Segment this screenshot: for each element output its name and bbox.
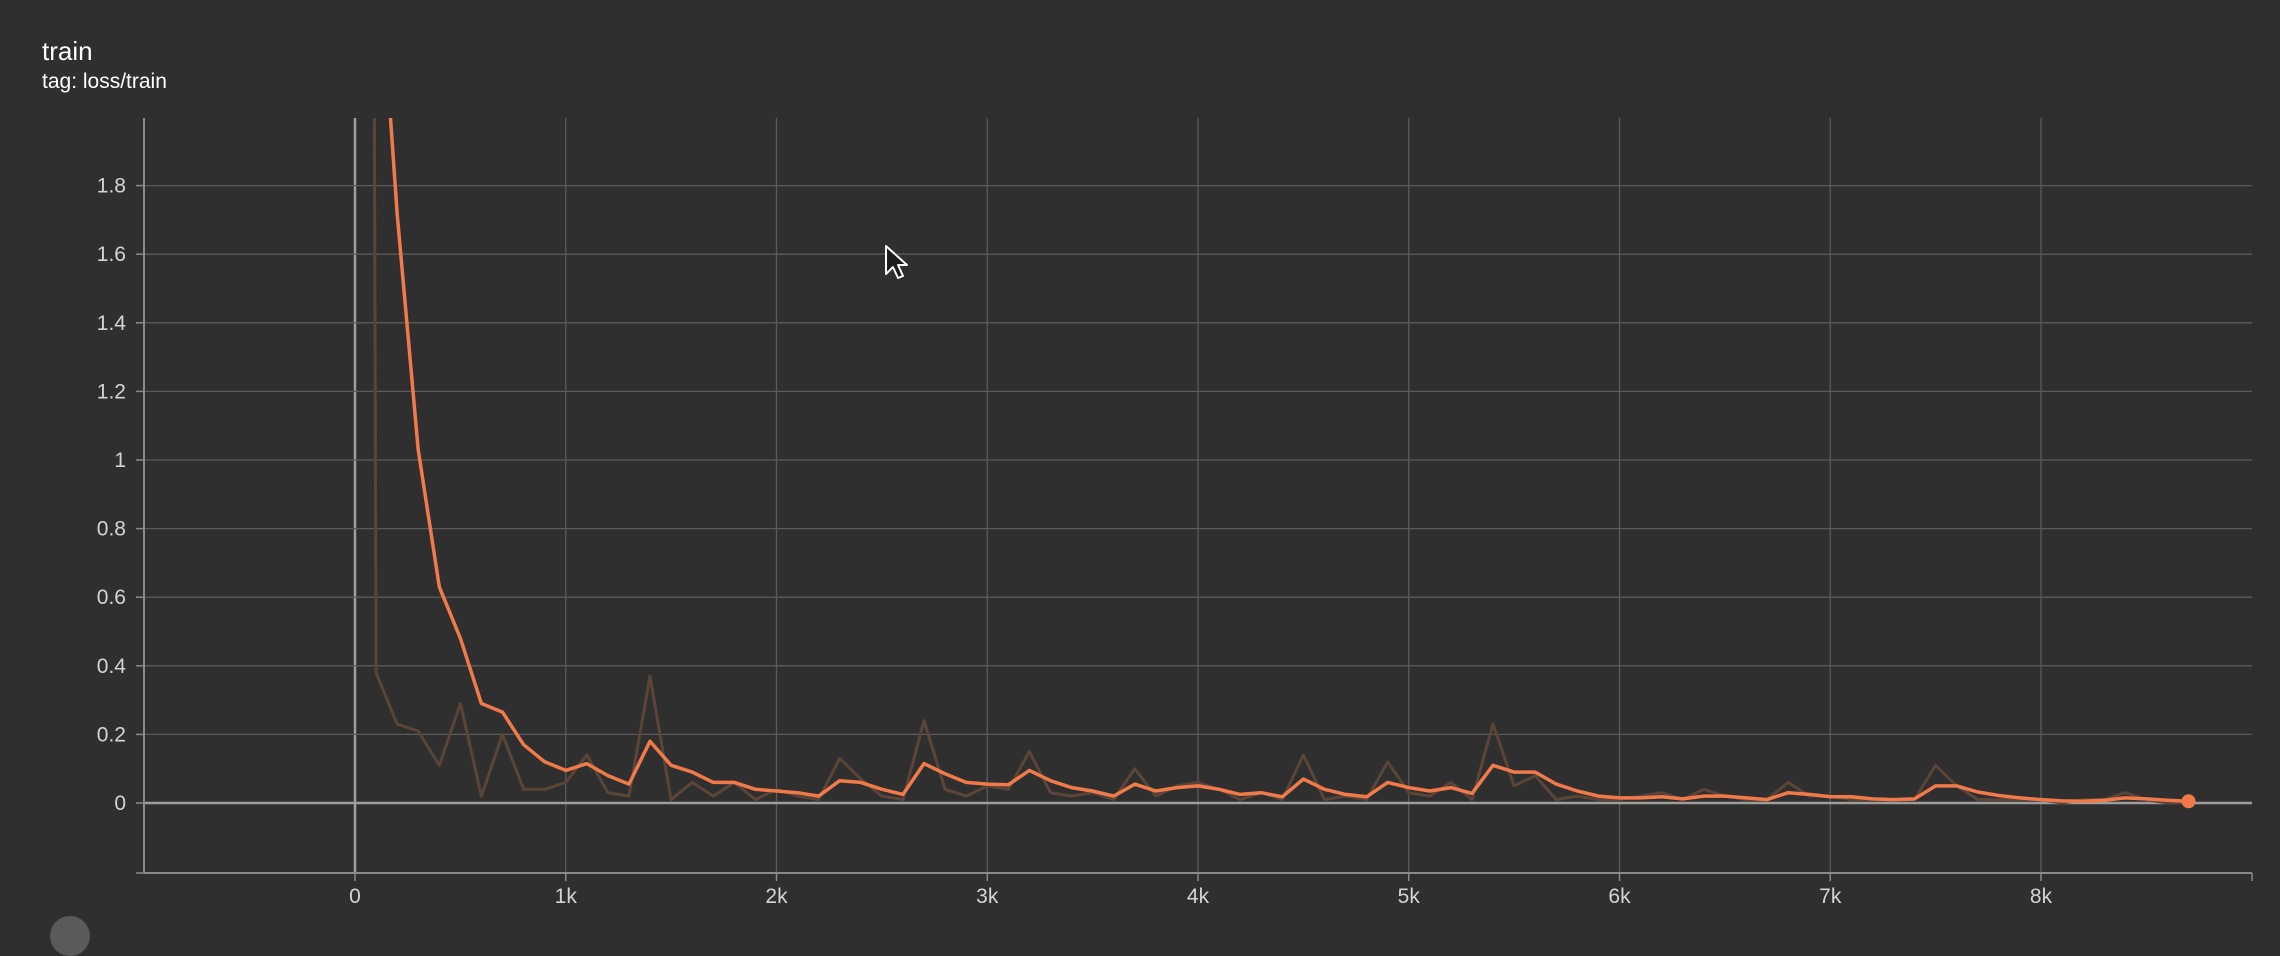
y-tick-label: 1.8 bbox=[97, 175, 126, 198]
y-tick-label: 0.4 bbox=[97, 655, 127, 678]
y-tick-label: 0.6 bbox=[97, 586, 126, 609]
x-tick-label: 3k bbox=[976, 885, 999, 908]
x-tick-label: 1k bbox=[555, 885, 578, 908]
chart-title: train bbox=[42, 36, 93, 66]
smoothed-loss-line bbox=[388, 118, 2191, 804]
y-tick-label: 1 bbox=[114, 449, 126, 472]
x-tick-label: 6k bbox=[1608, 885, 1631, 908]
x-axis-ticks: 0 1k 2k 3k 4k 5k 6k 7k 8k bbox=[349, 873, 2053, 908]
loss-chart[interactable]: 0 1k 2k 3k 4k 5k 6k 7k 8k 0 0.2 0.4 0.6 0.8 1 1.2 1.4 1.… bbox=[0, 0, 2280, 922]
x-tick-label: 0 bbox=[349, 885, 361, 908]
y-axis-ticks: 0 0.2 0.4 0.6 0.8 1 1.2 1.4 1.6 1.8 bbox=[97, 175, 144, 815]
x-tick-label: 2k bbox=[765, 885, 788, 908]
grid-lines bbox=[144, 118, 2252, 873]
mouse-cursor-icon bbox=[885, 245, 908, 279]
chart-tag-subtitle: tag: loss/train bbox=[42, 70, 167, 93]
x-tick-label: 8k bbox=[2030, 885, 2053, 908]
y-tick-label: 1.4 bbox=[97, 312, 127, 335]
x-tick-label: 7k bbox=[1819, 885, 1842, 908]
smoothed-series bbox=[388, 118, 2196, 809]
y-tick-label: 0.8 bbox=[97, 518, 126, 541]
y-tick-label: 0.2 bbox=[97, 723, 126, 746]
y-tick-label: 0 bbox=[114, 792, 126, 815]
y-tick-label: 1.6 bbox=[97, 243, 126, 266]
x-tick-label: 5k bbox=[1398, 885, 1421, 908]
raw-loss-line bbox=[372, 118, 2190, 805]
raw-series bbox=[372, 118, 2190, 805]
x-tick-label: 4k bbox=[1187, 885, 1210, 908]
y-tick-label: 1.2 bbox=[97, 380, 126, 403]
corner-control-button[interactable] bbox=[50, 916, 90, 956]
last-point-marker[interactable] bbox=[2181, 794, 2196, 809]
